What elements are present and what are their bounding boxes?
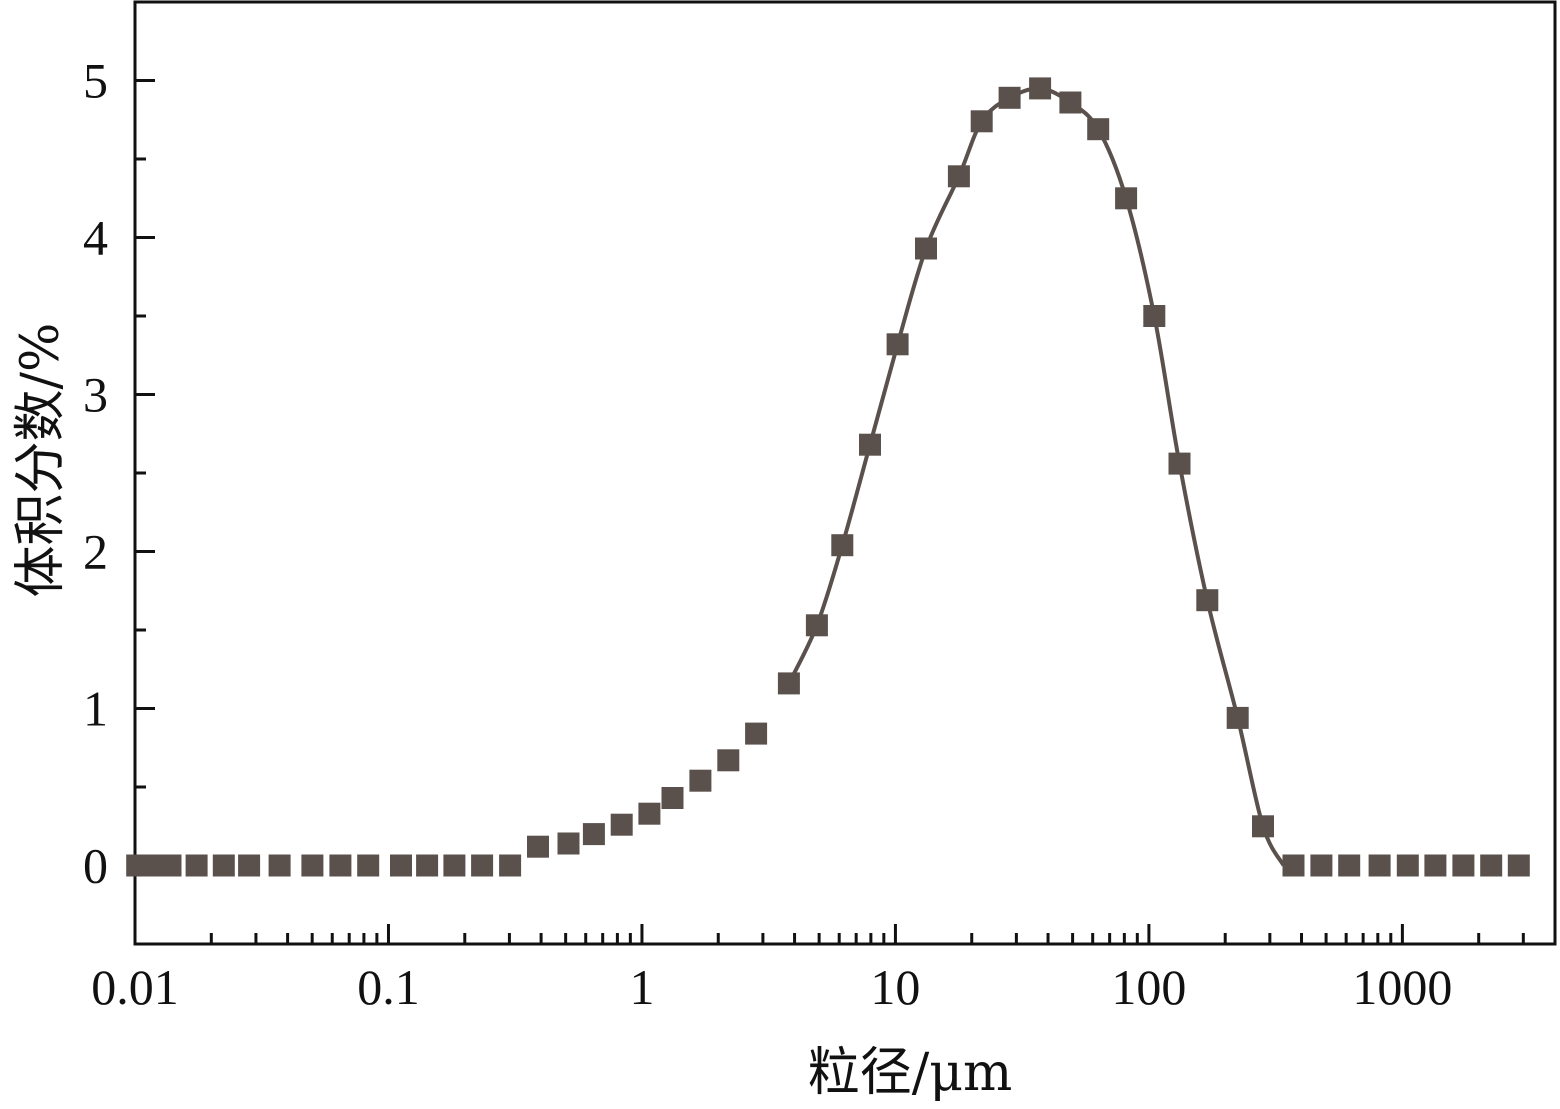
data-point bbox=[1115, 187, 1138, 210]
data-point bbox=[1226, 706, 1249, 729]
data-point bbox=[138, 854, 161, 877]
data-point bbox=[886, 333, 909, 356]
y-axis-title: 体积分数/% bbox=[11, 323, 71, 598]
data-point bbox=[1196, 589, 1219, 612]
data-point bbox=[1282, 854, 1305, 877]
data-point bbox=[970, 110, 993, 133]
data-point bbox=[471, 854, 494, 877]
x-axis-ticks: 0.01 0.1 1 10 100 1000 bbox=[91, 924, 1557, 1015]
data-point bbox=[582, 823, 605, 846]
y-tick-label: 1 bbox=[83, 681, 108, 737]
data-point bbox=[689, 769, 712, 792]
data-point bbox=[777, 672, 800, 695]
data-point bbox=[329, 854, 352, 877]
data-point bbox=[159, 854, 182, 877]
data-point bbox=[301, 854, 324, 877]
data-point bbox=[947, 165, 970, 188]
data-point bbox=[1424, 854, 1447, 877]
data-point bbox=[212, 854, 235, 877]
x-tick-label: 1000 bbox=[1352, 959, 1452, 1015]
data-point bbox=[238, 854, 261, 877]
data-point bbox=[499, 854, 522, 877]
data-point bbox=[357, 854, 380, 877]
data-point bbox=[1143, 305, 1166, 327]
data-markers bbox=[126, 77, 1530, 877]
data-point bbox=[745, 722, 768, 745]
data-point bbox=[1507, 854, 1530, 877]
y-tick-label: 5 bbox=[83, 53, 108, 109]
x-tick-label: 1 bbox=[629, 959, 654, 1015]
data-point bbox=[1310, 854, 1333, 877]
y-tick-label: 0 bbox=[83, 838, 108, 894]
x-tick-label: 10 bbox=[870, 959, 920, 1015]
y-axis-ticks: 0 1 2 3 4 5 bbox=[83, 53, 155, 894]
data-point bbox=[1452, 854, 1475, 877]
x-axis-title: 粒径/μm bbox=[808, 1043, 1013, 1103]
data-point bbox=[805, 614, 828, 637]
x-tick-label: 0.1 bbox=[357, 959, 420, 1015]
data-point bbox=[915, 237, 937, 260]
data-point bbox=[1059, 91, 1082, 114]
plot-frame bbox=[133, 0, 1557, 946]
data-point bbox=[1087, 118, 1110, 141]
x-tick-label: 100 bbox=[1111, 959, 1186, 1015]
data-point bbox=[638, 802, 661, 825]
data-point bbox=[1252, 815, 1274, 838]
data-point bbox=[1396, 854, 1419, 877]
data-point bbox=[661, 787, 684, 809]
data-point bbox=[443, 854, 466, 877]
data-point bbox=[610, 813, 633, 836]
data-point bbox=[557, 832, 580, 855]
data-point bbox=[527, 835, 549, 858]
data-point bbox=[859, 433, 881, 456]
y-tick-label: 2 bbox=[83, 524, 108, 580]
data-point bbox=[998, 86, 1021, 109]
y-tick-label: 3 bbox=[83, 367, 108, 423]
data-point bbox=[268, 854, 291, 877]
data-point bbox=[185, 854, 208, 877]
fit-curve bbox=[787, 86, 1286, 867]
x-tick-label: 0.01 bbox=[91, 959, 179, 1015]
y-tick-label: 4 bbox=[83, 210, 108, 266]
data-point bbox=[717, 749, 740, 772]
data-point bbox=[390, 854, 412, 877]
data-point bbox=[1168, 452, 1191, 475]
data-point bbox=[1368, 854, 1391, 877]
data-point bbox=[1480, 854, 1503, 877]
data-point bbox=[1029, 77, 1052, 100]
data-point bbox=[1338, 854, 1361, 877]
data-point bbox=[831, 534, 854, 557]
data-point bbox=[416, 854, 439, 877]
